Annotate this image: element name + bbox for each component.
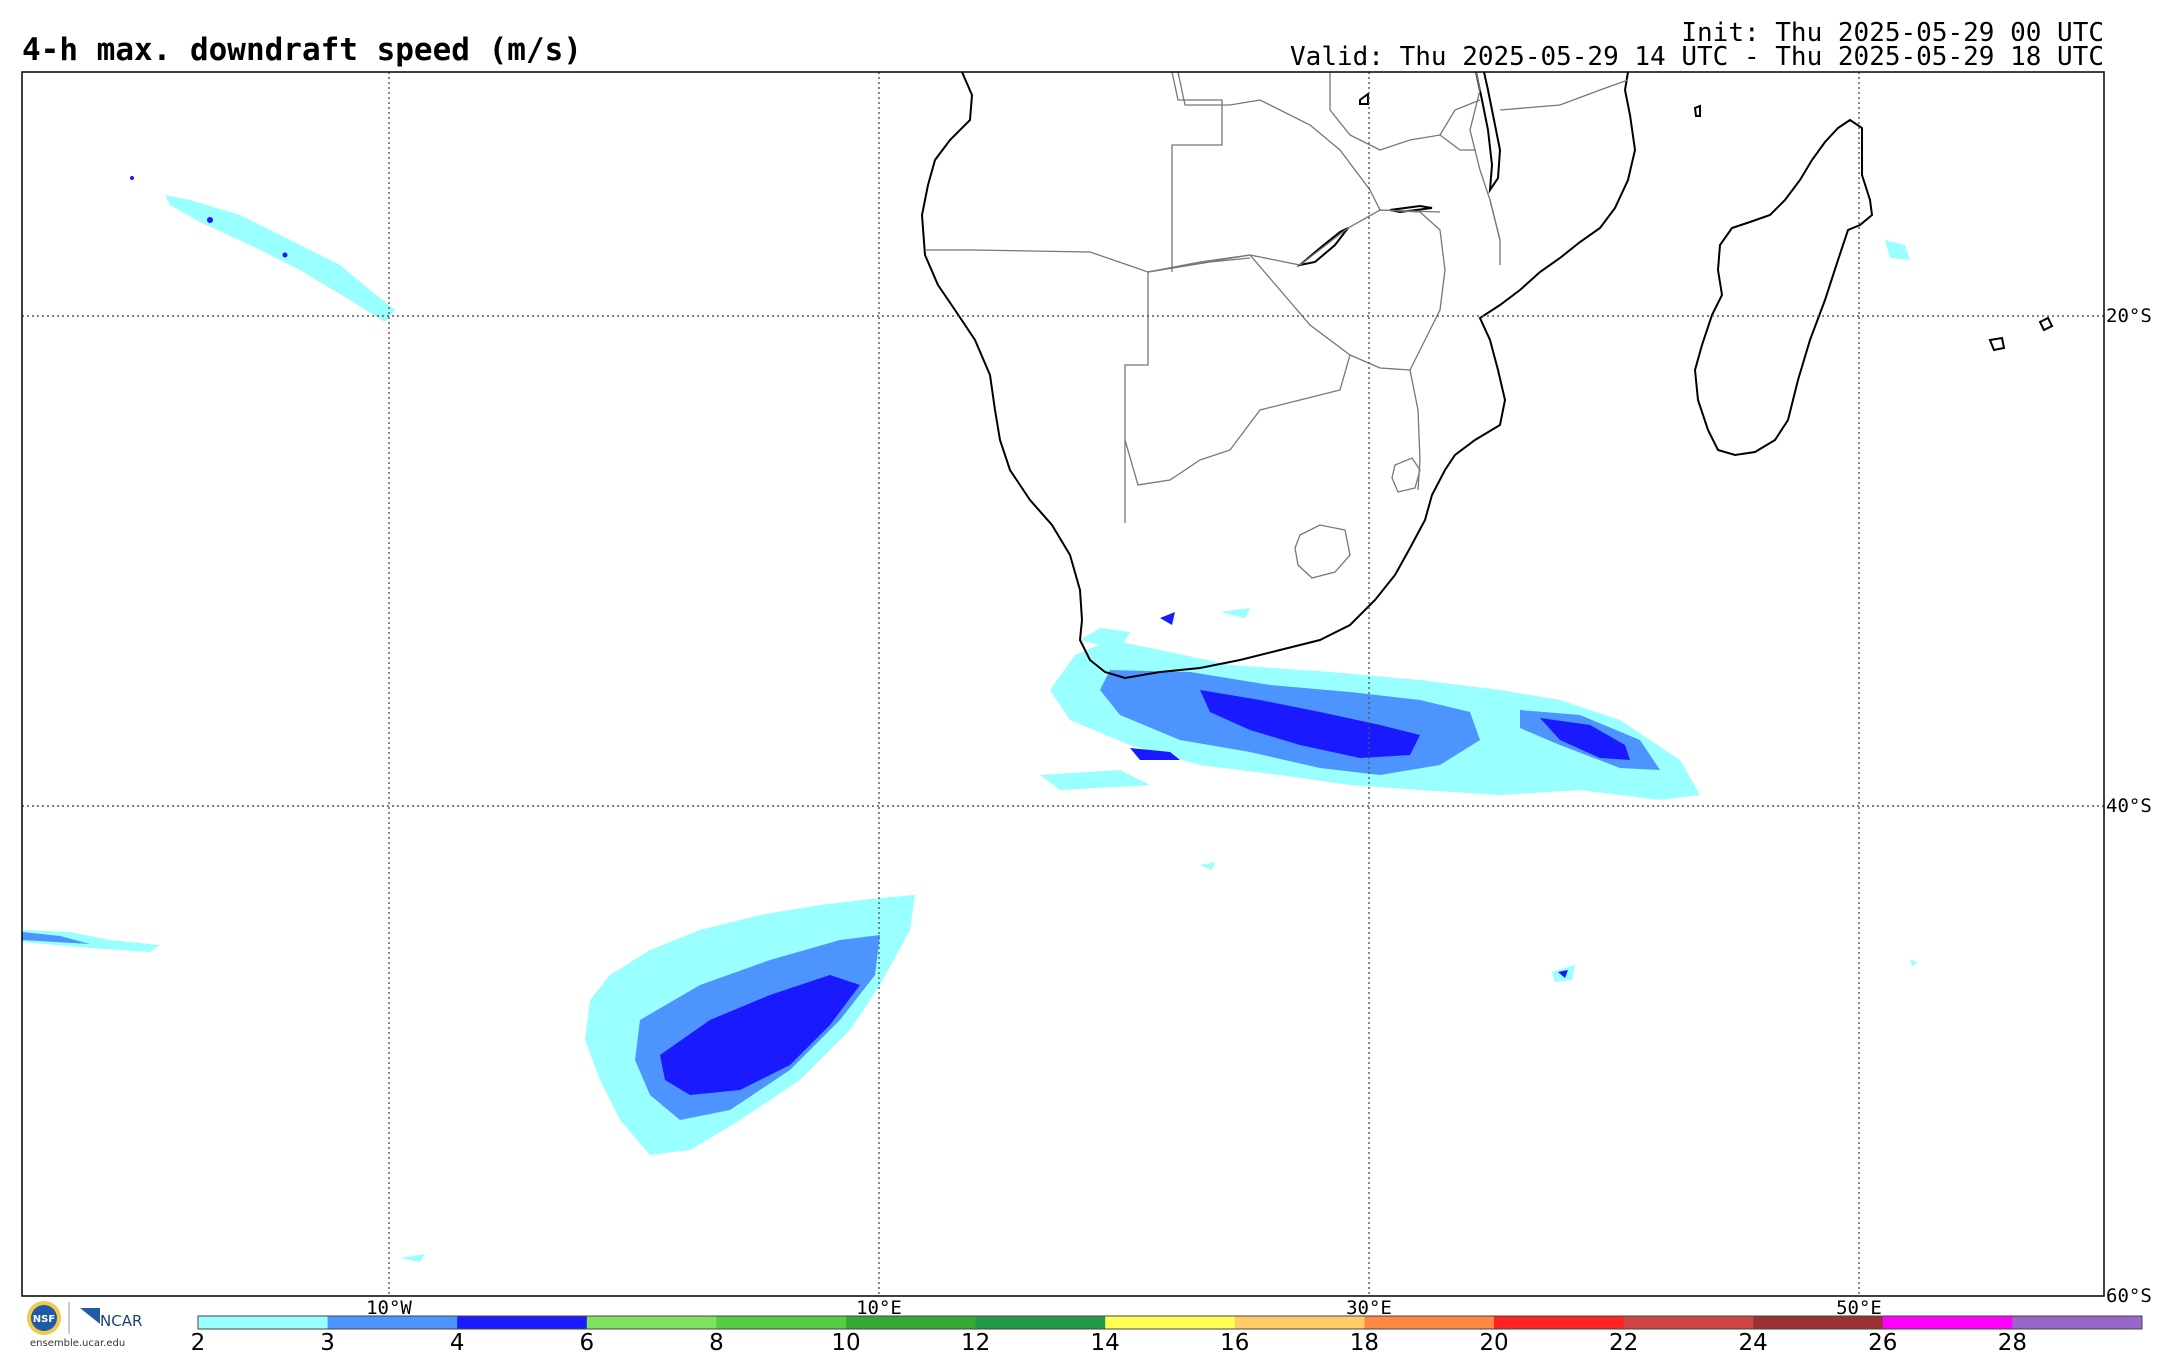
lat-label: 20°S [2106, 305, 2152, 327]
ncar-wordmark-text: NCAR [100, 1312, 142, 1330]
colorbar-tick-label: 26 [1868, 1330, 1897, 1354]
colorbar-tick-label: 24 [1739, 1330, 1768, 1354]
border-botswana [1124, 254, 1351, 486]
lesotho [1294, 524, 1351, 579]
nsf-seal-icon: NSF [27, 1301, 61, 1335]
colorbar-tick-label: 22 [1609, 1330, 1638, 1354]
graticule [22, 72, 2104, 1296]
lat-label: 40°S [2106, 795, 2152, 817]
colorbar-swatch [975, 1316, 1106, 1329]
colorbar-swatch [1882, 1316, 2013, 1329]
colorbar-swatch [457, 1316, 588, 1329]
lon-label: 50°E [1836, 1297, 1882, 1319]
downdraft-field-south-africa [1040, 608, 1700, 800]
border-zimbabwe-mozambique [1379, 209, 1446, 371]
border-south-africa-north [1349, 354, 1421, 491]
border-tanzania-zambia [1439, 99, 1481, 136]
colorbar-swatch [1494, 1316, 1625, 1329]
country-borders [925, 72, 1629, 579]
border-angola-namibia [925, 249, 1251, 273]
colorbar-swatch [1753, 1316, 1884, 1329]
valid-time: Valid: Thu 2025-05-29 14 UTC - Thu 2025-… [1290, 42, 2104, 72]
lon-label: 10°E [856, 1297, 902, 1319]
africa-coastline [920, 72, 1637, 680]
lon-label: 30°E [1346, 1297, 1392, 1319]
mauritius [1988, 336, 2006, 352]
border-angola-zambia [1171, 72, 1223, 272]
colorbar-tick-label: 6 [579, 1330, 594, 1354]
border-mozambique-malawi-tail [1489, 199, 1501, 265]
colorbar-tick-label: 14 [1091, 1330, 1120, 1354]
colorbar-tick-label: 12 [961, 1330, 990, 1354]
colorbar-swatch [846, 1316, 977, 1329]
colorbar-frame [197, 1315, 2143, 1330]
colorbar-tick-label: 28 [1998, 1330, 2027, 1354]
colorbar: 2 3 4 6 8 10 12 14 16 18 20 22 24 26 28 [191, 1315, 2143, 1354]
lake-malawi [1475, 72, 1502, 194]
colorbar-swatch [2012, 1316, 2143, 1329]
map-frame [21, 71, 2105, 1297]
colorbar-tick-label: 3 [320, 1330, 335, 1354]
colorbar-swatch [1105, 1316, 1236, 1329]
border-zambia-north [1177, 72, 1381, 211]
ncar-mark-icon [80, 1308, 100, 1324]
border-tanzania-mozambique [1499, 79, 1629, 111]
lake-victoria-edge [1359, 92, 1369, 105]
ncar-logo: NSF NCAR [27, 1301, 142, 1335]
colorbar-tick-label: 8 [709, 1330, 724, 1354]
logo-url: ensemble.ucar.edu [30, 1338, 126, 1349]
downdraft-field-scattered [130, 176, 1918, 1262]
colorbar-swatch [716, 1316, 847, 1329]
downdraft-field-atlantic [22, 895, 915, 1155]
map-title: 4-h max. downdraft speed (m/s) [22, 32, 582, 68]
comoros [1693, 104, 1701, 117]
lon-labels: 10°W 10°E 30°E 50°E [366, 1297, 1882, 1319]
lon-label: 10°W [366, 1297, 412, 1319]
init-time: Init: Thu 2025-05-29 00 UTC [1681, 18, 2104, 48]
madagascar-coastline [1693, 118, 1874, 457]
lat-labels: 20°S 40°S 60°S [2106, 305, 2152, 1307]
colorbar-tick-label: 16 [1220, 1330, 1249, 1354]
nsf-seal-text: NSF [33, 1314, 55, 1325]
colorbar-tick-label: 4 [450, 1330, 465, 1354]
colorbar-swatch [586, 1316, 717, 1329]
colorbar-tick-label: 2 [191, 1330, 206, 1354]
ncar-wordmark: NCAR [80, 1308, 142, 1330]
colorbar-swatch [1234, 1316, 1365, 1329]
colorbar-tick-label: 10 [831, 1330, 860, 1354]
colorbar-swatch [198, 1316, 329, 1329]
colorbar-tick-label: 18 [1350, 1330, 1379, 1354]
reunion [2038, 316, 2054, 332]
border-namibia-botswana-strip [1147, 257, 1251, 273]
colorbar-swatch [1623, 1316, 1754, 1329]
colorbar-swatch [1364, 1316, 1495, 1329]
eswatini [1391, 457, 1421, 493]
border-drc-zambia [1329, 72, 1476, 151]
border-namibia-south-africa [1124, 272, 1149, 523]
colorbar-tick-label: 20 [1479, 1330, 1508, 1354]
colorbar-swatch [327, 1316, 458, 1329]
lat-label: 60°S [2106, 1285, 2152, 1307]
